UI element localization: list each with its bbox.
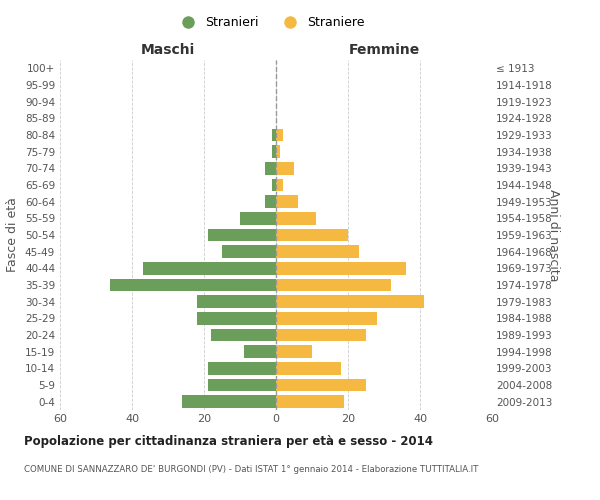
Text: Maschi: Maschi	[141, 42, 195, 56]
Text: Femmine: Femmine	[349, 42, 419, 56]
Y-axis label: Fasce di età: Fasce di età	[7, 198, 19, 272]
Bar	[276, 379, 366, 391]
Bar	[244, 346, 276, 358]
Bar	[276, 162, 294, 174]
Bar	[272, 146, 276, 158]
Bar	[276, 179, 283, 192]
Bar	[276, 229, 348, 241]
Bar	[276, 196, 298, 208]
Bar	[240, 212, 276, 224]
Bar	[143, 262, 276, 274]
Bar	[276, 146, 280, 158]
Bar	[276, 262, 406, 274]
Bar	[276, 312, 377, 324]
Bar	[276, 329, 366, 341]
Bar	[276, 362, 341, 374]
Bar	[208, 379, 276, 391]
Bar	[276, 396, 344, 408]
Bar	[276, 212, 316, 224]
Bar	[182, 396, 276, 408]
Bar	[276, 246, 359, 258]
Y-axis label: Anni di nascita: Anni di nascita	[547, 188, 560, 281]
Bar	[276, 279, 391, 291]
Bar	[276, 296, 424, 308]
Legend: Stranieri, Straniere: Stranieri, Straniere	[170, 11, 370, 34]
Bar	[197, 296, 276, 308]
Bar	[222, 246, 276, 258]
Bar	[110, 279, 276, 291]
Bar	[272, 129, 276, 141]
Bar	[265, 196, 276, 208]
Text: Popolazione per cittadinanza straniera per età e sesso - 2014: Popolazione per cittadinanza straniera p…	[24, 435, 433, 448]
Bar	[197, 312, 276, 324]
Text: COMUNE DI SANNAZZARO DE' BURGONDI (PV) - Dati ISTAT 1° gennaio 2014 - Elaborazio: COMUNE DI SANNAZZARO DE' BURGONDI (PV) -…	[24, 465, 478, 474]
Bar	[208, 362, 276, 374]
Bar	[272, 179, 276, 192]
Bar	[276, 346, 312, 358]
Bar	[208, 229, 276, 241]
Bar	[265, 162, 276, 174]
Bar	[211, 329, 276, 341]
Bar	[276, 129, 283, 141]
